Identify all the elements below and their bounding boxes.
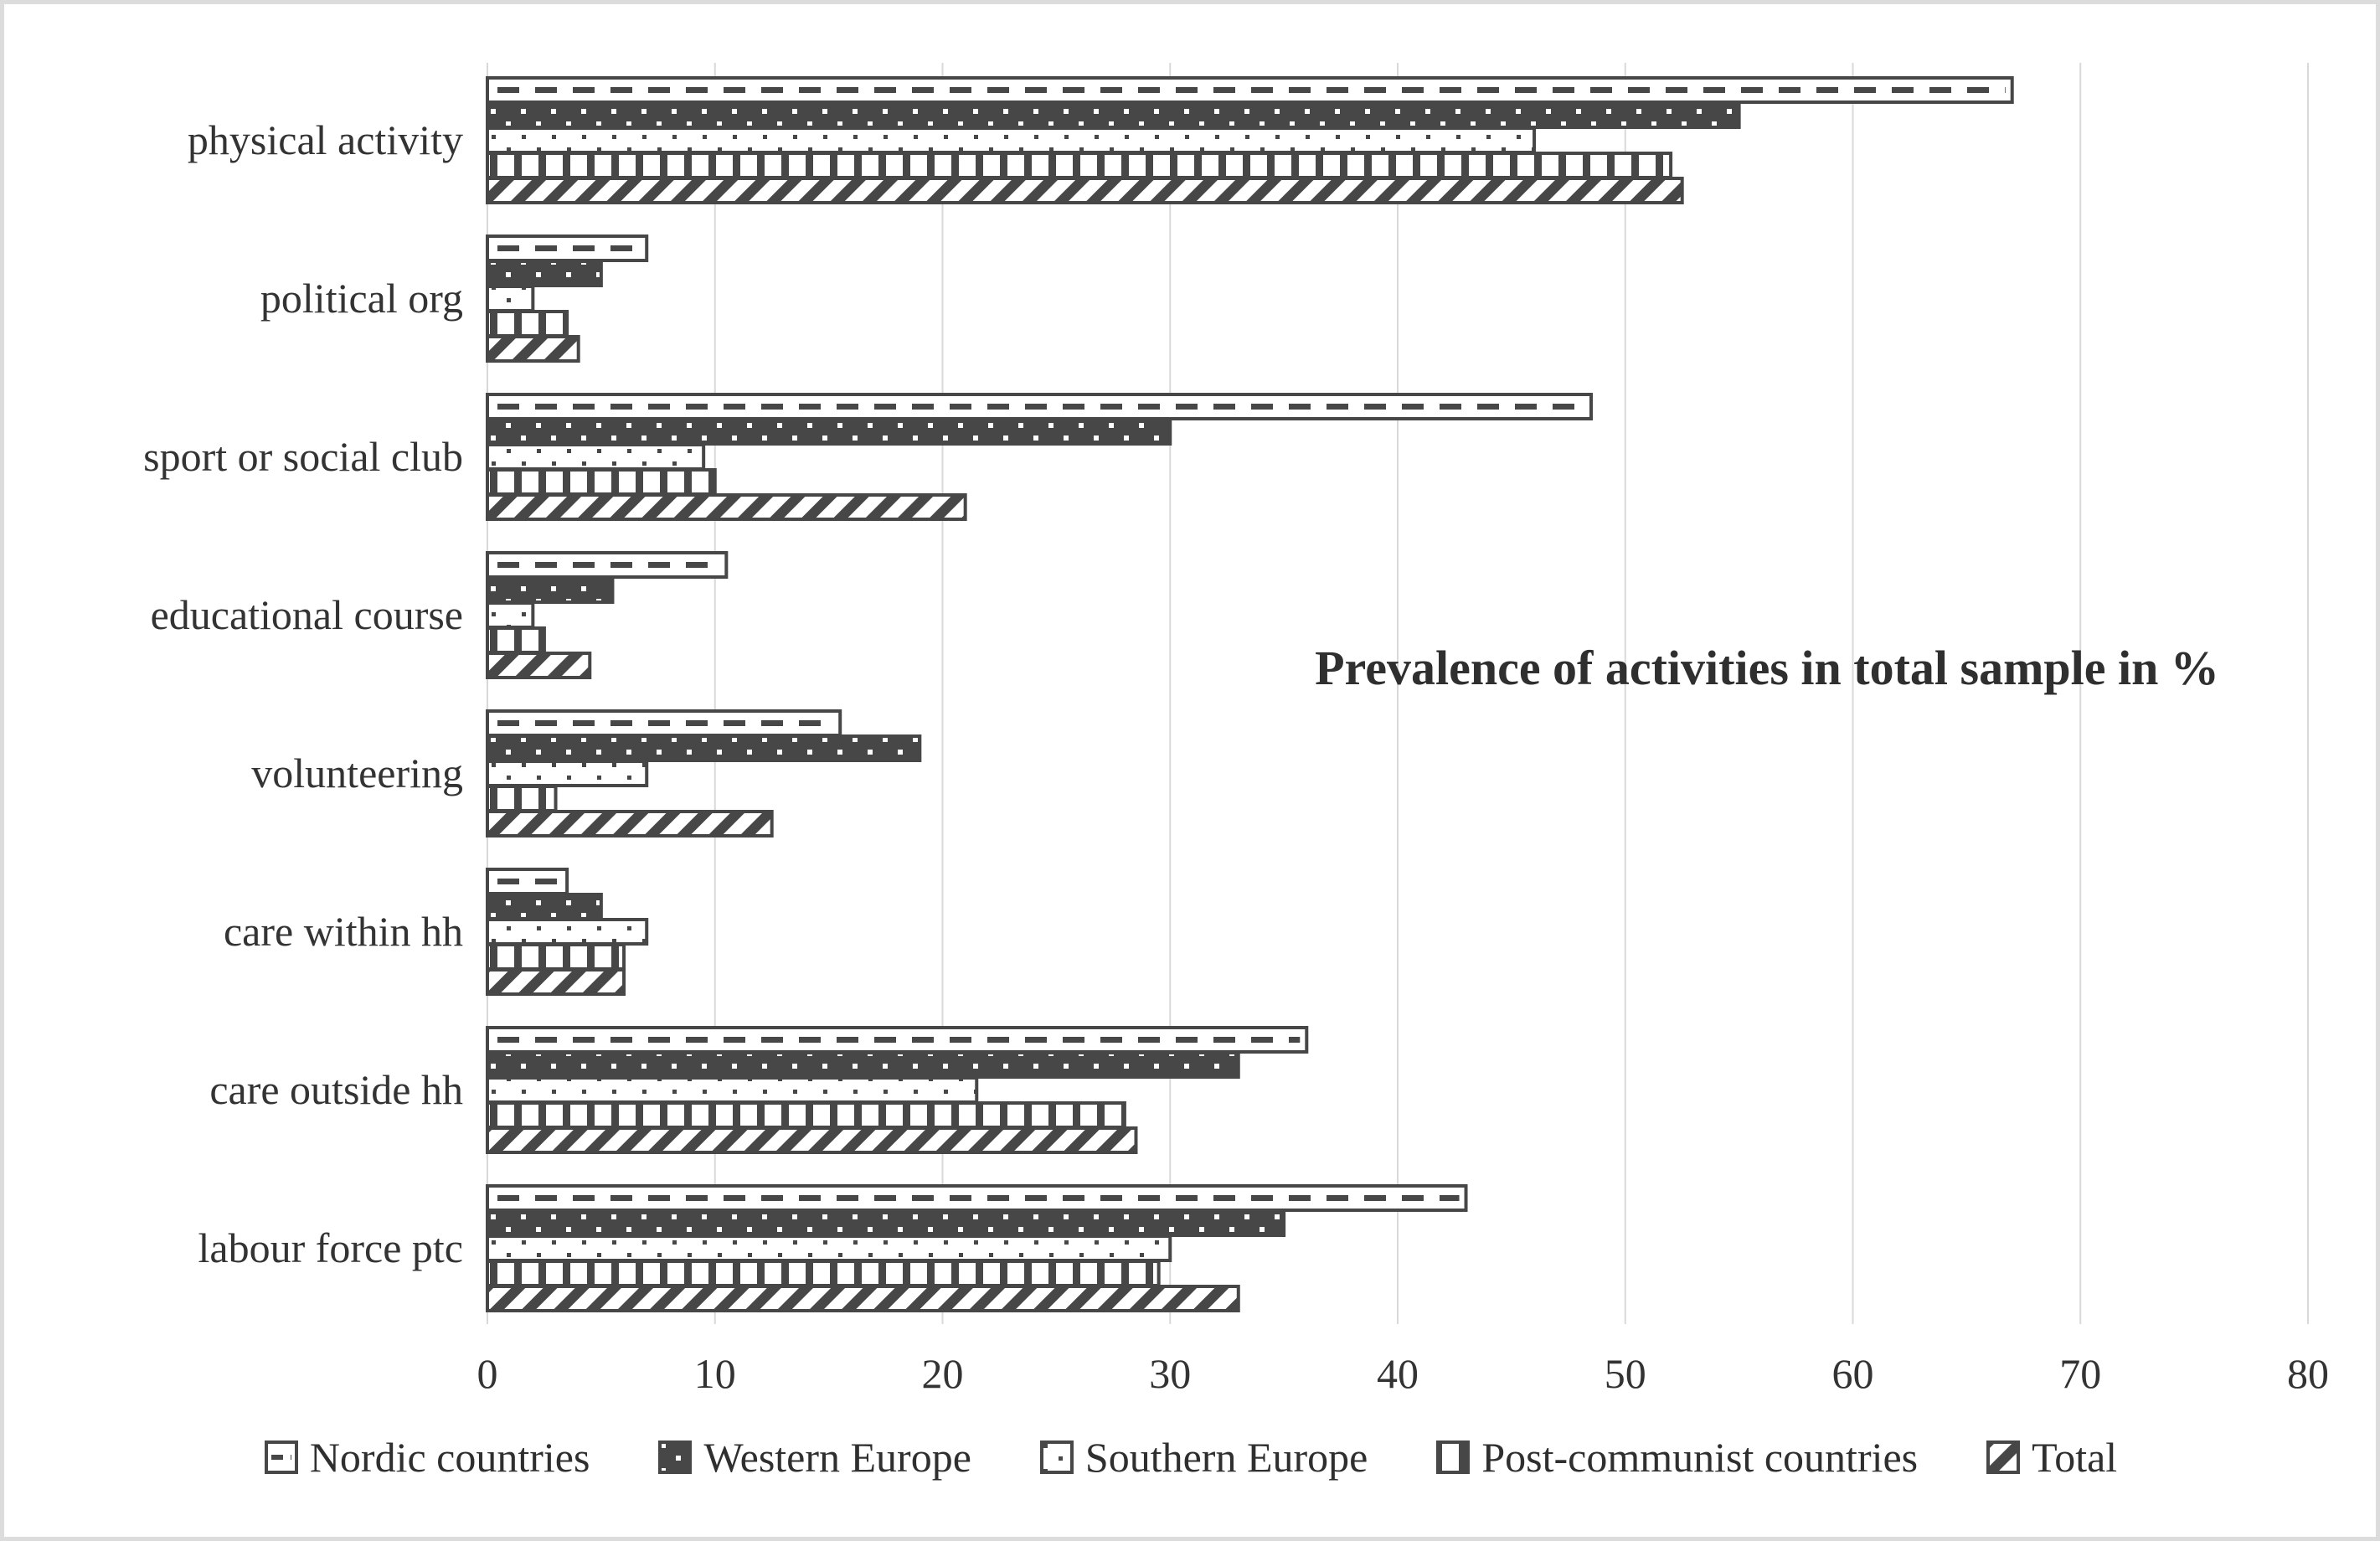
bar-dark-dots [486, 893, 603, 920]
bar-vertical-lines [486, 943, 626, 971]
legend-item: Southern Europe [1038, 1433, 1368, 1482]
bar-vertical-lines [486, 1260, 1161, 1287]
bar-dark-dots [486, 576, 615, 604]
legend-item: Western Europe [657, 1433, 971, 1482]
bar-light-dots [486, 760, 649, 787]
category-label: educational course [151, 591, 463, 638]
x-tick-label: 0 [477, 1350, 498, 1394]
bar-light-dots [486, 1234, 1172, 1262]
bar-diagonal-stripes [486, 652, 592, 679]
bar-dark-dots [486, 260, 603, 287]
bar-vertical-lines [486, 785, 558, 812]
x-tick-label: 10 [694, 1350, 736, 1394]
legend-item: Post-communist countries [1435, 1433, 1918, 1482]
legend-item: Nordic countries [263, 1433, 590, 1482]
category-label: care outside hh [209, 1066, 463, 1113]
bar-diagonal-stripes [486, 968, 626, 996]
bar-chart: physical activity political org sport or s… [143, 63, 2330, 1394]
bar-light-dots [486, 918, 649, 946]
bar-vertical-lines [486, 468, 717, 496]
bar-dark-dots [486, 1209, 1286, 1237]
bar-vertical-lines [486, 1101, 1126, 1129]
x-tick-label: 50 [1605, 1350, 1646, 1394]
x-tick-label: 40 [1377, 1350, 1419, 1394]
gridlines [487, 63, 2309, 1324]
bar-dark-dots [486, 1051, 1240, 1079]
bar-light-dots [486, 1076, 979, 1104]
legend-label: Post-communist countries [1481, 1434, 1919, 1481]
bar-light-dots [486, 601, 535, 629]
bar-light-dots [486, 285, 535, 312]
chart-legend: Nordic countries Western Europe Southern E… [4, 1394, 2376, 1520]
bar-dark-dots [486, 418, 1172, 446]
category-label: sport or social club [143, 433, 463, 480]
chart-title: Prevalence of activities in total sample… [1315, 641, 2219, 695]
legend-marker-dash [264, 1440, 298, 1474]
x-tick-label: 80 [2287, 1350, 2329, 1394]
bar-vertical-lines [486, 626, 546, 654]
bar-diagonal-stripes [486, 493, 967, 521]
legend-label: Nordic countries [309, 1434, 590, 1481]
x-tick-label: 60 [1832, 1350, 1874, 1394]
category-label: labour force ptc [198, 1224, 463, 1271]
x-tick-label: 20 [922, 1350, 964, 1394]
category-label: political org [260, 275, 463, 322]
category-label: volunteering [251, 750, 463, 796]
category-label: care within hh [224, 908, 463, 955]
bar-vertical-lines [486, 310, 569, 338]
x-tick-label: 70 [2059, 1350, 2101, 1394]
legend-label: Total [2032, 1434, 2118, 1481]
bar-diagonal-stripes [486, 177, 1684, 204]
legend-item: Total [1985, 1433, 2117, 1482]
bar-dash [486, 1026, 1309, 1054]
category-label: physical activity [188, 116, 463, 163]
bar-diagonal-stripes [486, 810, 774, 838]
legend-marker-vertical-lines [1436, 1440, 1471, 1474]
legend-marker-diagonal-stripes [1986, 1440, 2021, 1474]
legend-marker-dark-dots [658, 1440, 693, 1474]
bar-dark-dots [486, 101, 1741, 129]
bar-light-dots [486, 126, 1537, 154]
legend-marker-light-dots [1039, 1440, 1074, 1474]
bar-vertical-lines [486, 152, 1673, 179]
legend-label: Western Europe [703, 1434, 971, 1481]
bar-diagonal-stripes [486, 1285, 1240, 1312]
x-axis-tick-labels: 0 10 20 30 40 50 60 70 80 [477, 1350, 2330, 1394]
bars [486, 76, 2014, 1312]
x-tick-label: 30 [1149, 1350, 1191, 1394]
bar-dark-dots [486, 734, 922, 762]
bar-diagonal-stripes [486, 335, 580, 363]
bar-light-dots [486, 443, 706, 471]
bar-diagonal-stripes [486, 1126, 1138, 1154]
bar-dash [486, 1184, 1468, 1212]
y-axis-category-labels: physical activity political org sport or s… [143, 116, 463, 1271]
legend-label: Southern Europe [1084, 1434, 1368, 1481]
